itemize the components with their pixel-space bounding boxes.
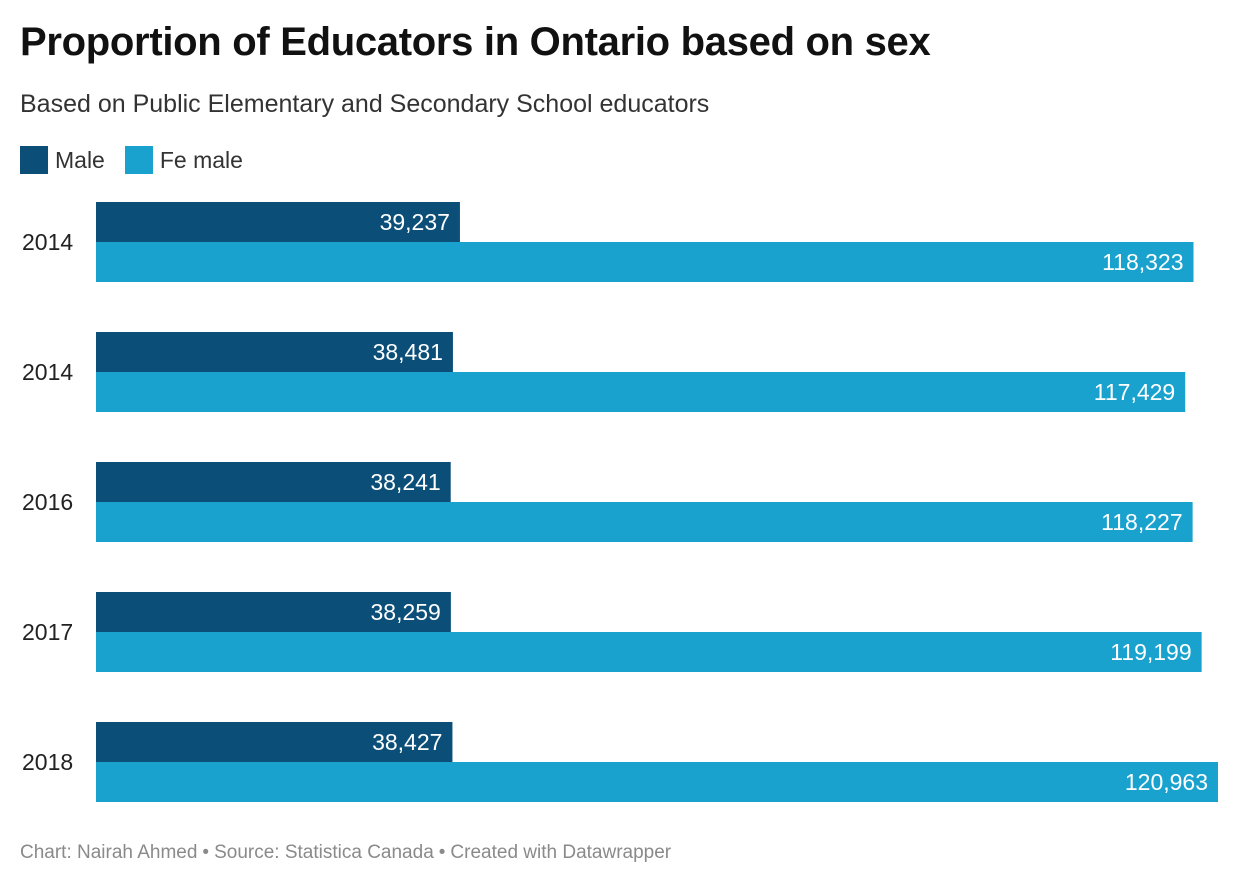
legend-item-female: Fe male (124, 146, 243, 174)
bar-value-label: 120,963 (1125, 769, 1208, 795)
bar-female (96, 372, 1186, 412)
legend: Male Fe male (20, 146, 263, 174)
bar-value-label: 38,427 (372, 729, 442, 755)
legend-label-male: Male (55, 146, 105, 173)
bar-value-label: 38,241 (370, 469, 440, 495)
footer-credit: Chart: Nairah Ahmed (20, 842, 198, 863)
legend-swatch-male (20, 146, 48, 174)
bar-female (96, 502, 1193, 542)
bar-female (96, 632, 1202, 672)
bar-value-label: 38,481 (373, 339, 443, 365)
bar-chart: 2014 39,237 118,323 2014 38,481 117,429 2016 38… (22, 202, 1218, 802)
legend-label-female: Fe male (159, 146, 243, 173)
bar-male (96, 722, 453, 762)
chart-title: Proportion of Educators in Ontario based… (20, 20, 931, 64)
bar-value-label: 118,227 (1101, 509, 1182, 535)
bar-male (96, 332, 453, 372)
legend-item-male: Male (20, 146, 105, 174)
bar-male (96, 202, 460, 242)
footer-separator: • (202, 842, 210, 863)
bar-group: 2014 39,237 118,323 (22, 202, 1194, 282)
category-label: 2016 (22, 489, 73, 515)
bar-group: 2017 38,259 119,199 (22, 592, 1202, 672)
bar-female (96, 762, 1218, 802)
bar-male (96, 462, 451, 502)
bar-value-label: 118,323 (1102, 249, 1183, 275)
footer-separator: • (438, 842, 446, 863)
category-label: 2017 (22, 619, 73, 645)
bar-value-label: 38,259 (371, 599, 441, 625)
bar-female (96, 242, 1194, 282)
bar-value-label: 39,237 (380, 209, 450, 235)
chart-subtitle: Based on Public Elementary and Secondary… (20, 90, 710, 118)
footer-source: Source: Statistica Canada (214, 842, 434, 863)
chart-footer: Chart: Nairah Ahmed • Source: Statistica C… (20, 842, 671, 864)
bar-group: 2016 38,241 118,227 (22, 462, 1193, 542)
category-label: 2014 (22, 359, 73, 385)
category-label: 2018 (22, 749, 73, 775)
bar-group: 2014 38,481 117,429 (22, 332, 1186, 412)
bar-male (96, 592, 451, 632)
legend-swatch-female (124, 146, 153, 174)
footer-tool: Created with Datawrapper (450, 842, 672, 863)
category-label: 2014 (22, 229, 73, 255)
bar-group: 2018 38,427 120,963 (22, 722, 1218, 802)
bar-value-label: 117,429 (1094, 379, 1175, 405)
bar-value-label: 119,199 (1110, 639, 1191, 665)
